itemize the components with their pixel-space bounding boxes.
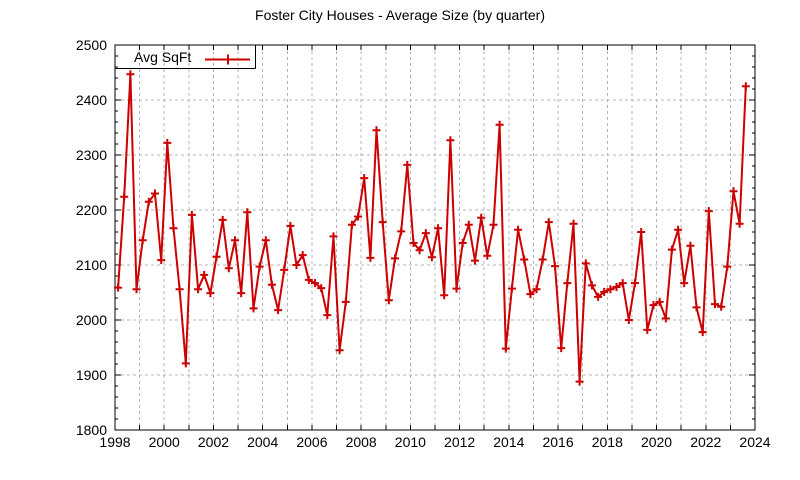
x-axis-tick-label: 2006 [296,434,328,450]
y-axis-tick-label: 2400 [75,92,107,108]
x-axis-tick-label: 2014 [493,434,525,450]
y-axis-tick-label: 2300 [75,147,107,163]
x-axis-tick-label: 2012 [444,434,476,450]
x-axis-tick-label: 2008 [345,434,377,450]
x-axis-tick-label: 2022 [690,434,722,450]
data-point-markers [114,70,750,386]
x-axis-tick-label: 2004 [247,434,279,450]
x-axis-tick-label: 2018 [591,434,623,450]
y-axis-tick-label: 2500 [75,37,107,53]
x-axis-tick-label: 2016 [542,434,574,450]
y-axis-tick-label: 2200 [75,202,107,218]
y-axis-tick-label: 1900 [75,367,107,383]
x-axis-tick-label: 2000 [148,434,180,450]
y-axis-tick-label: 1800 [75,422,107,438]
data-line [117,74,747,382]
x-axis-tick-label: 2002 [197,434,230,450]
x-axis-tick-label: 2010 [394,434,426,450]
legend-sample-line [205,54,250,65]
x-axis-tick-label: 2024 [739,434,771,450]
y-axis-tick-label: 2000 [75,312,107,328]
y-axis-tick-label: 2100 [75,257,107,273]
chart-title: Foster City Houses - Average Size (by qu… [255,7,545,23]
x-axis-tick-label: 1998 [99,434,131,450]
x-axis-tick-label: 2020 [640,434,673,450]
legend-label: Avg SqFt [134,49,192,65]
